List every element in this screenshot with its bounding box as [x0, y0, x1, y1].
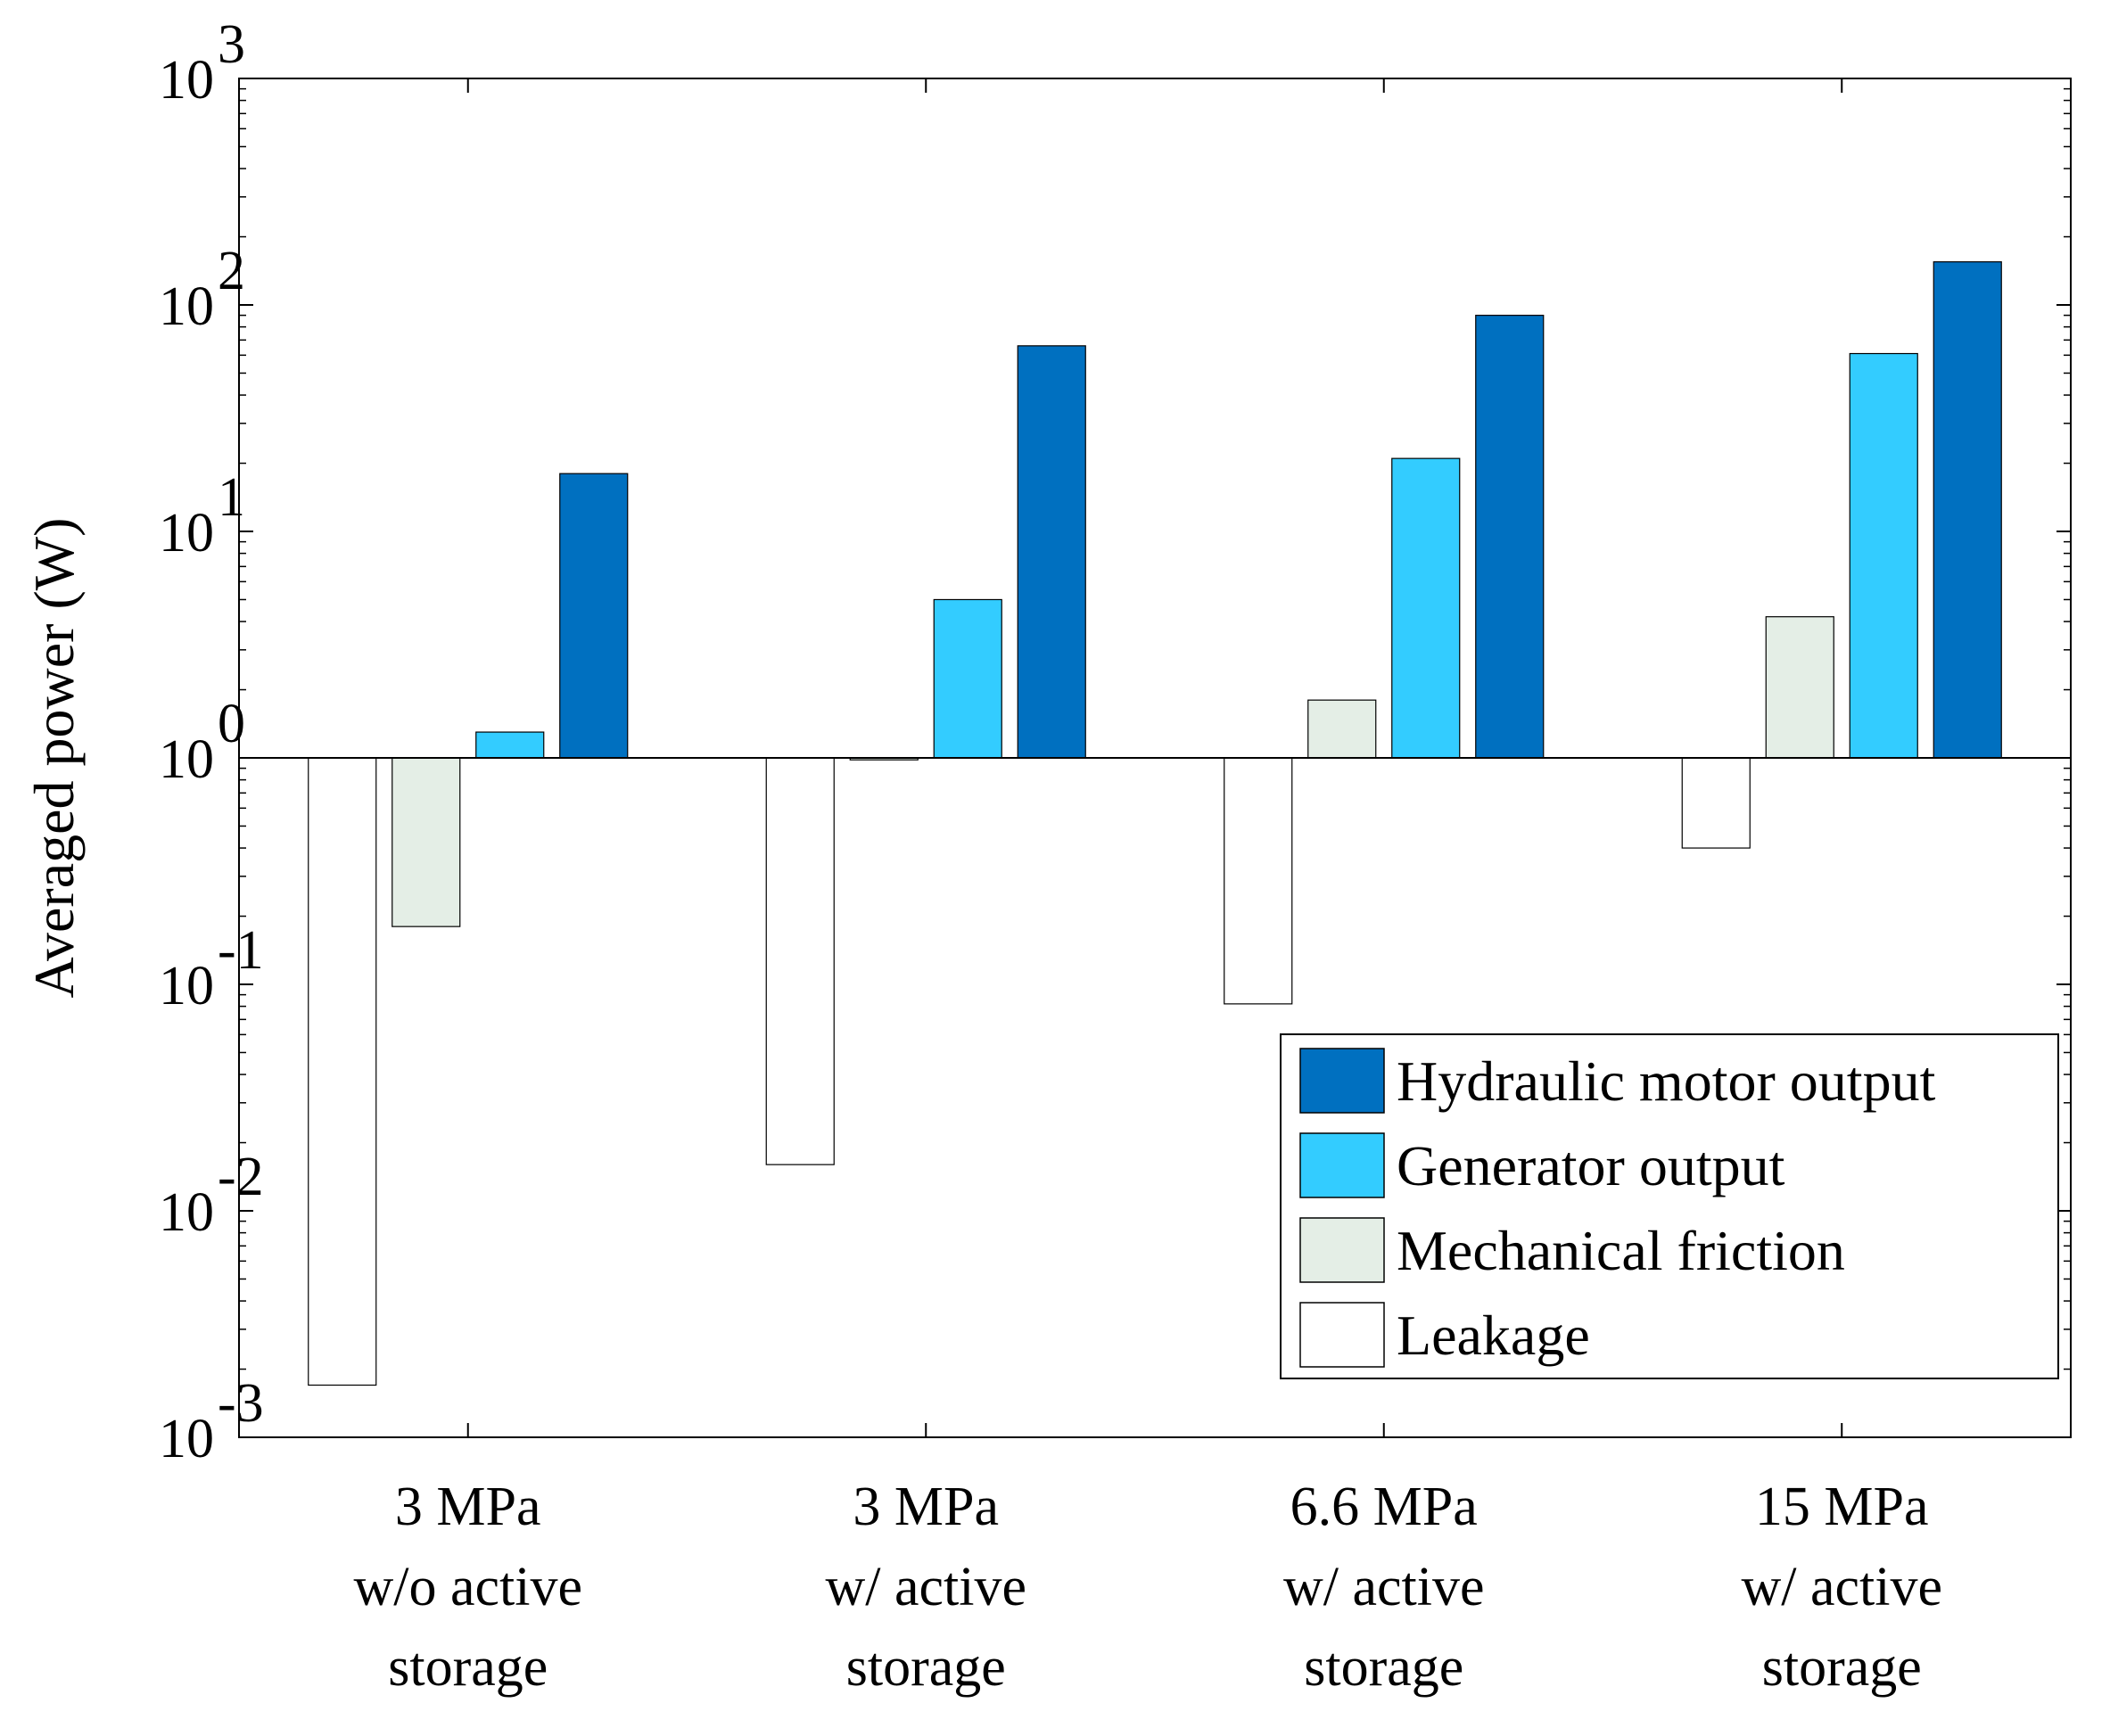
bar-generator-output-1: [475, 731, 545, 759]
y-axis-label: Averaged power (W): [22, 518, 86, 999]
y-tick-exponent: 1: [218, 467, 245, 528]
bar-hydraulic-motor-output-2: [1017, 345, 1086, 759]
bar-generator-output-4: [1849, 352, 1918, 759]
category-label: 3 MPa: [395, 1477, 541, 1537]
y-tick-label: 103: [159, 14, 245, 111]
bar-generator-output-3: [1391, 457, 1461, 759]
y-tick-exponent: -3: [218, 1373, 264, 1434]
bar-mechanical-friction-3: [1307, 699, 1377, 759]
y-tick-label: 10-3: [159, 1373, 264, 1469]
y-tick-exponent: -1: [218, 920, 264, 981]
bar-leakage-4: [1681, 757, 1751, 849]
legend-swatch-leakage: [1299, 1302, 1385, 1368]
y-tick-label: 10-2: [159, 1147, 264, 1243]
category-label: storage: [388, 1637, 548, 1698]
y-tick-exponent: 0: [218, 694, 245, 754]
bar-leakage-1: [308, 757, 377, 1386]
y-tick-base: 10: [159, 729, 214, 790]
bar-mechanical-friction-4: [1765, 616, 1834, 759]
y-tick-base: 10: [159, 956, 214, 1016]
y-tick-label: 10-1: [159, 920, 264, 1016]
bar-hydraulic-motor-output-3: [1475, 315, 1545, 759]
legend-label-hydraulic-motor-output: Hydraulic motor output: [1397, 1049, 1936, 1113]
category-label: storage: [1762, 1637, 1922, 1698]
y-tick-exponent: -2: [218, 1147, 264, 1207]
legend-swatch-mechanical-friction: [1299, 1217, 1385, 1283]
category-label: 15 MPa: [1755, 1477, 1929, 1537]
bar-generator-output-2: [933, 598, 1002, 759]
category-label: w/ active: [1283, 1557, 1485, 1617]
y-tick-exponent: 2: [218, 241, 245, 301]
y-tick-base: 10: [159, 1182, 214, 1243]
category-label: 6.6 MPa: [1290, 1477, 1478, 1537]
bar-hydraulic-motor-output-4: [1933, 261, 2002, 759]
y-tick-label: 102: [159, 241, 245, 337]
y-tick-exponent: 3: [218, 14, 245, 75]
y-tick-label: 100: [159, 694, 245, 790]
legend-label-leakage: Leakage: [1397, 1304, 1590, 1367]
bar-hydraulic-motor-output-1: [559, 473, 629, 759]
legend-label-generator-output: Generator output: [1397, 1134, 1785, 1197]
bar-leakage-2: [765, 757, 835, 1165]
bar-leakage-3: [1224, 757, 1293, 1005]
legend-label-mechanical-friction: Mechanical friction: [1397, 1219, 1845, 1282]
category-label: w/o active: [353, 1557, 582, 1617]
category-label: w/ active: [825, 1557, 1026, 1617]
category-label: w/ active: [1741, 1557, 1942, 1617]
category-label: storage: [1304, 1637, 1463, 1698]
y-tick-label: 101: [159, 467, 245, 564]
y-tick-base: 10: [159, 50, 214, 111]
y-tick-base: 10: [159, 1409, 214, 1469]
legend-swatch-hydraulic-motor-output: [1299, 1048, 1385, 1114]
bar-mechanical-friction-1: [392, 757, 461, 927]
category-label: 3 MPa: [853, 1477, 999, 1537]
legend-box: [1280, 1033, 2059, 1379]
legend-swatch-generator-output: [1299, 1132, 1385, 1198]
category-label: storage: [846, 1637, 1006, 1698]
y-tick-base: 10: [159, 276, 214, 337]
y-tick-base: 10: [159, 503, 214, 564]
